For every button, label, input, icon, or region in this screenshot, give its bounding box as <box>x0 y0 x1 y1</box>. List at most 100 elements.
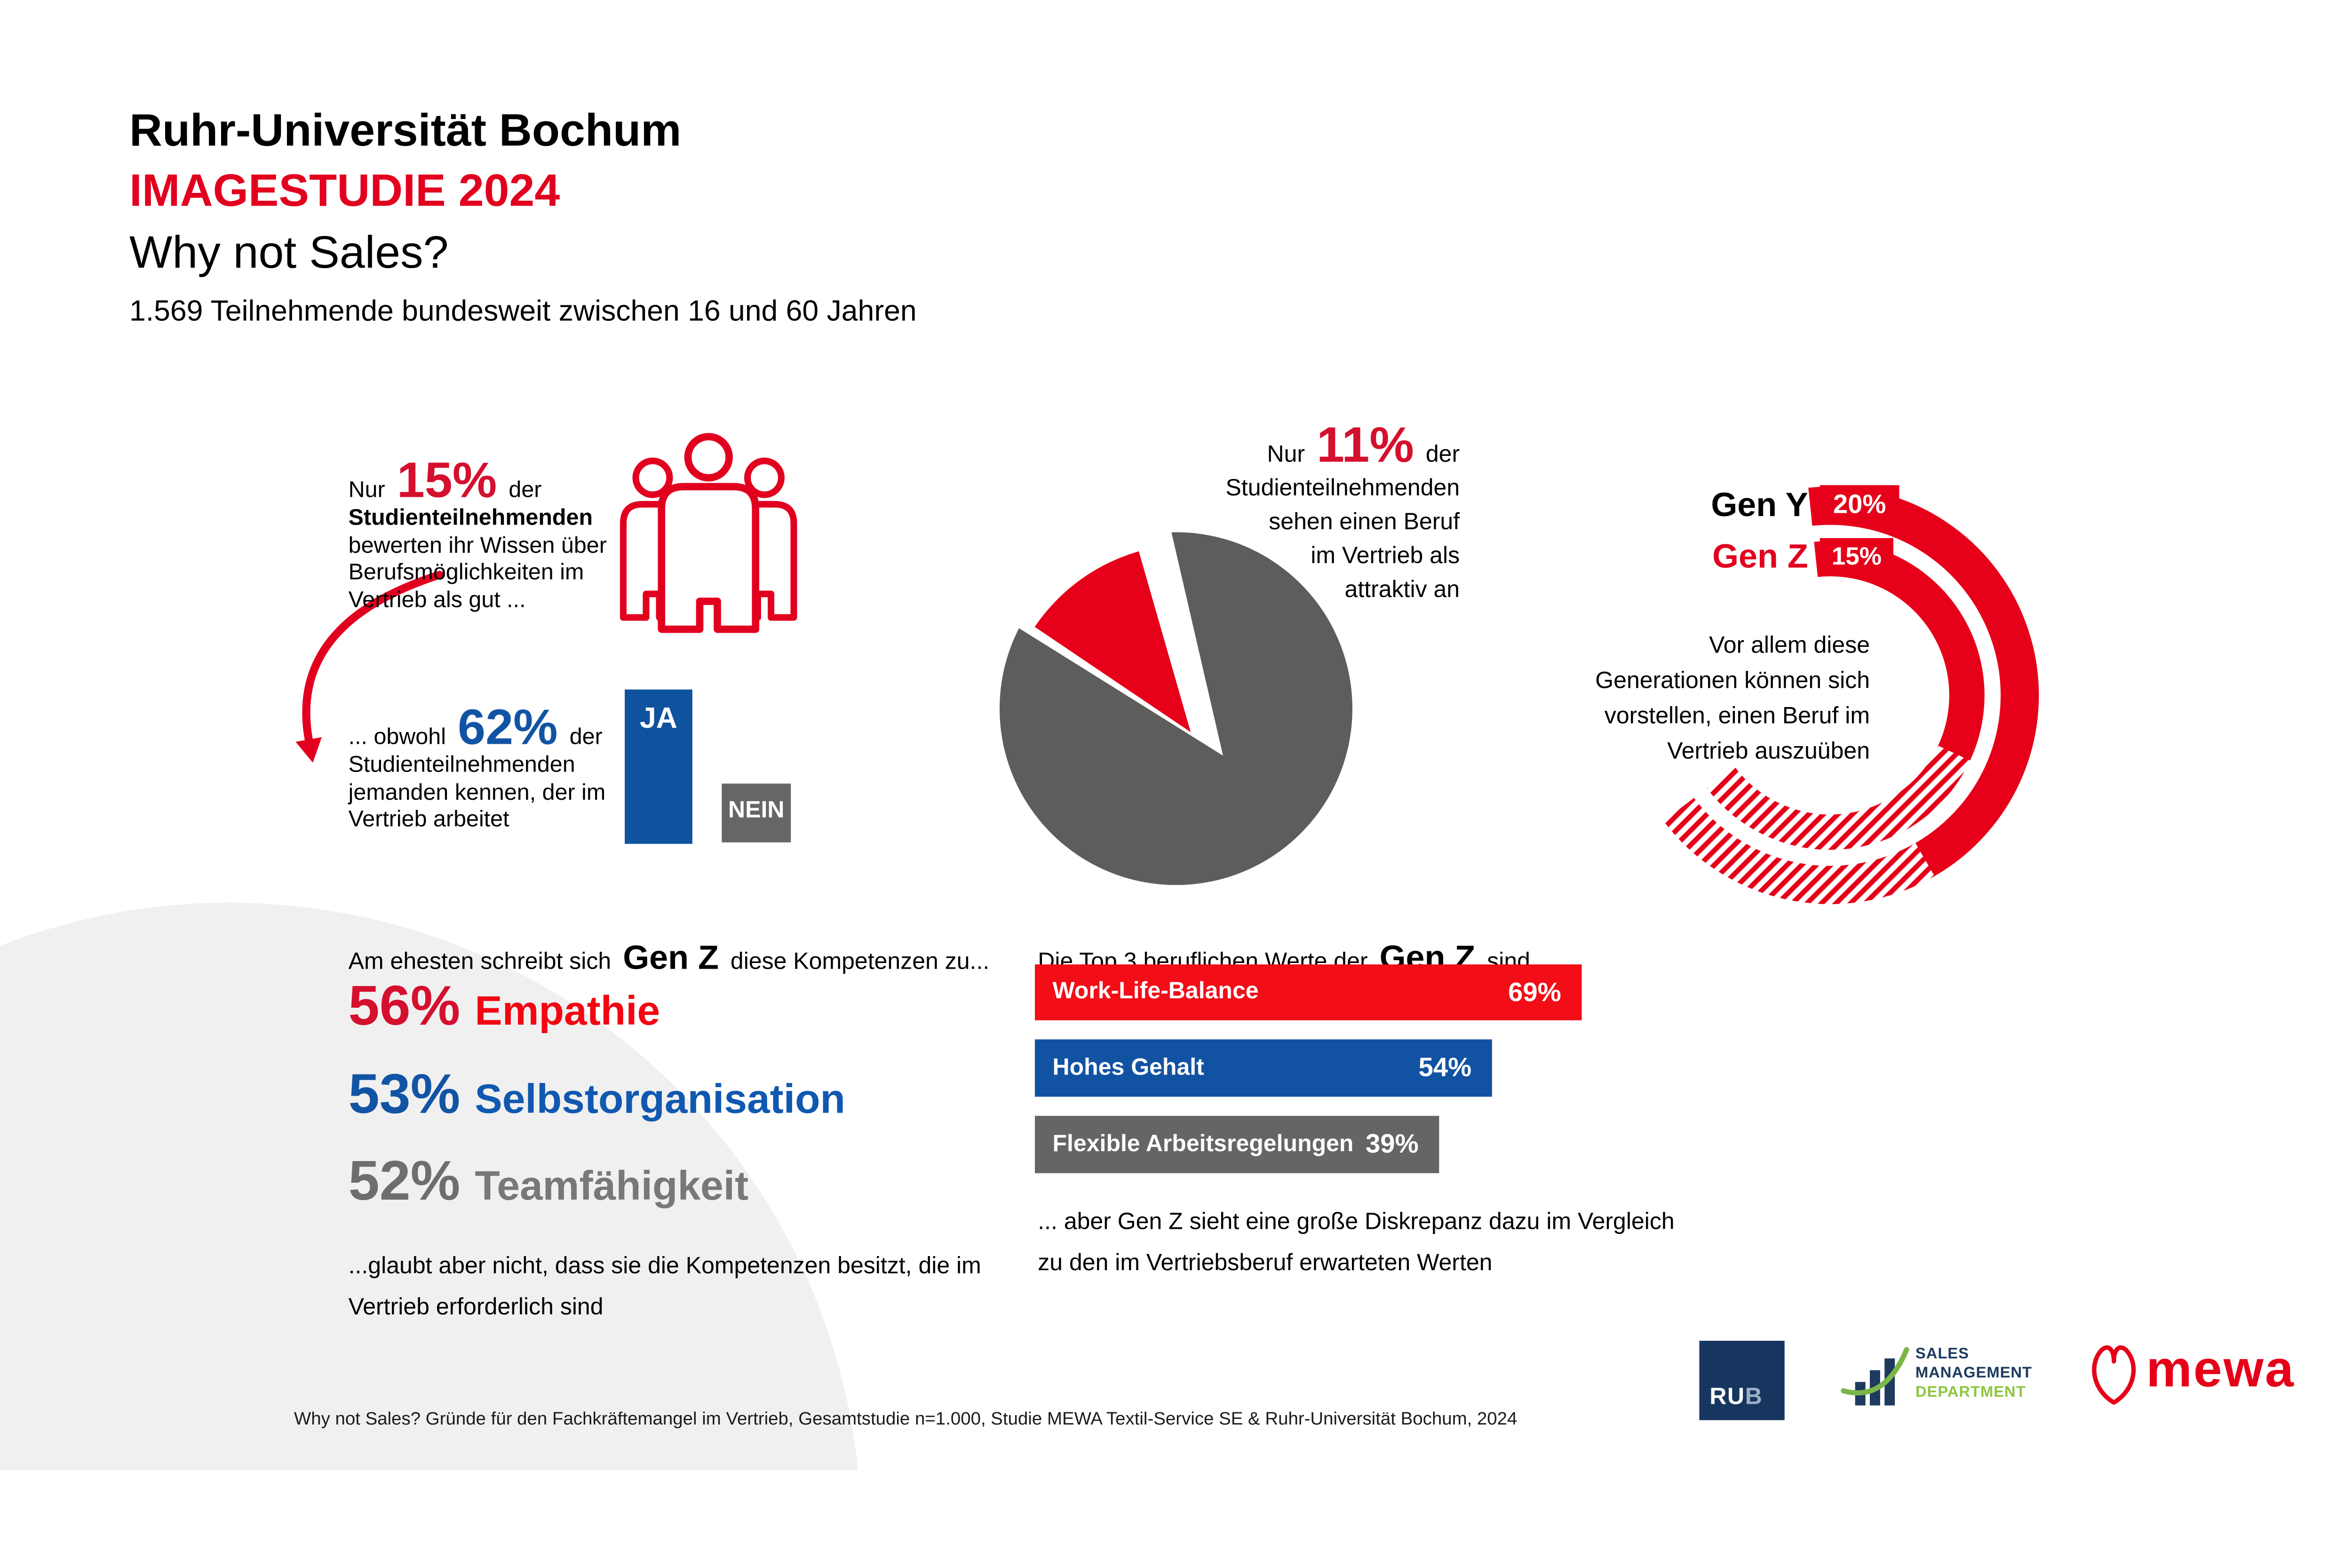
competencies-heading-genz: Gen Z <box>623 938 719 976</box>
source-caption: Why not Sales? Gründe für den Fachkräfte… <box>294 1408 1518 1429</box>
competencies-note-line: ...glaubt aber nicht, dass sie die Kompe… <box>348 1254 981 1279</box>
stat-attractive-line: sehen einen Beruf <box>1269 510 1460 535</box>
smd-logo-line-management: MANAGEMENT <box>1915 1364 2033 1382</box>
work-values-note-line: ... aber Gen Z sieht eine große Diskrepa… <box>1038 1210 1675 1235</box>
bar-ja-label: JA <box>640 702 677 735</box>
smd-bar-1 <box>1855 1382 1866 1406</box>
competency-row-empathie: 56% Empathie <box>349 976 660 1039</box>
smd-bar-2 <box>1870 1370 1880 1406</box>
competency-value: 52% <box>348 1151 461 1213</box>
person-left-head <box>632 457 673 498</box>
generations-note: Vor allem diese Generationen können sich… <box>1529 629 1870 771</box>
bar-nein: NEIN <box>722 783 791 843</box>
stat-contact-value: 62% <box>457 700 558 756</box>
person-left-icon <box>620 457 686 621</box>
smd-logo-line-sales: SALES <box>1915 1345 1969 1363</box>
study-title: IMAGESTUDIE 2024 <box>129 165 560 216</box>
stat-contact-pre: ... obwohl <box>348 724 446 750</box>
competencies-note: ...glaubt aber nicht, dass sie die Kompe… <box>349 1247 981 1329</box>
stat-contact-line: Studienteilnehmenden <box>348 753 575 778</box>
work-values-note-line: zu den im Vertriebsberuf erwarteten Wert… <box>1038 1251 1493 1276</box>
stat-knowledge-line: Vertrieb als gut ... <box>348 587 526 613</box>
competency-value: 53% <box>348 1064 461 1126</box>
competencies-heading-post: diese Kompetenzen zu... <box>730 949 990 975</box>
stat-attractive-headline: Nur 11% der <box>1117 421 1460 472</box>
value-bar-value: 54% <box>1418 1052 1472 1082</box>
people-group-icon <box>620 433 797 633</box>
competency-row-selbstorganisation: 53% Selbstorganisation <box>349 1065 845 1128</box>
person-center-body <box>658 483 760 633</box>
stat-contact-line: Vertrieb arbeitet <box>348 807 509 832</box>
rub-logo-text: RUB <box>1709 1385 1763 1411</box>
smd-swoosh <box>1841 1347 1909 1396</box>
stat-attractive-block: Nur 11% der Studienteilnehmenden sehen e… <box>1117 421 1460 607</box>
generations-note-line: vorstellen, einen Beruf im <box>1604 704 1870 729</box>
curved-arrow-head <box>295 737 322 763</box>
value-bar-value: 39% <box>1366 1129 1419 1159</box>
value-bar-hohes-gehalt: Hohes Gehalt 54% <box>1035 1039 1492 1097</box>
value-bar-label: Hohes Gehalt <box>1052 1055 1204 1080</box>
gen-y-label: Gen Y <box>1711 485 1808 524</box>
generations-note-line: Generationen können sich <box>1595 669 1870 694</box>
stat-contact-post: der <box>569 724 603 750</box>
competencies-heading: Am ehesten schreibt sich Gen Z diese Kom… <box>349 938 990 978</box>
competency-value: 56% <box>348 976 461 1038</box>
rub-logo-b: B <box>1745 1385 1763 1410</box>
generations-note-line: Vor allem diese <box>1709 633 1870 659</box>
stat-knowledge-headline: Nur 15% der <box>349 456 628 506</box>
rub-logo: RUB <box>1699 1341 1785 1420</box>
competencies-heading-pre: Am ehesten schreibt sich <box>348 949 612 975</box>
stat-knowledge-value: 15% <box>397 453 497 509</box>
competency-label: Teamfähigkeit <box>475 1162 749 1209</box>
smd-logo-icon <box>1841 1347 1909 1406</box>
stat-knowledge-bold-line: Studienteilnehmenden <box>348 506 593 531</box>
work-values-note: ... aber Gen Z sieht eine große Diskrepa… <box>1038 1202 1674 1285</box>
gen-z-value-chip: 15% <box>1820 538 1893 575</box>
stat-attractive-line: attraktiv an <box>1344 578 1460 603</box>
stat-contact-block: ... obwohl 62% der Studienteilnehmenden … <box>349 703 628 835</box>
mewa-tulip-icon <box>2092 1345 2136 1405</box>
smd-logo-text: SALES MANAGEMENT DEPARTMENT <box>1915 1345 2032 1402</box>
study-subtitle: 1.569 Teilnehmende bundesweit zwischen 1… <box>129 295 917 328</box>
infographic-canvas: Ruhr-Universität Bochum IMAGESTUDIE 2024… <box>0 104 2296 1470</box>
stat-knowledge-block: Nur 15% der Studienteilnehmenden bewerte… <box>349 456 628 615</box>
gen-y-arc-hatched <box>1663 797 1935 904</box>
page: Ruhr-Universität Bochum IMAGESTUDIE 2024… <box>0 104 2296 1470</box>
person-center-icon <box>658 433 760 633</box>
gen-y-value-chip: 20% <box>1820 485 1899 525</box>
stat-attractive-line: Studienteilnehmenden <box>1225 476 1460 501</box>
page-title: Ruhr-Universität Bochum <box>129 104 682 156</box>
stat-knowledge-pre: Nur <box>348 478 385 503</box>
person-center-head <box>684 433 733 482</box>
competency-row-teamfaehigkeit: 52% Teamfähigkeit <box>349 1151 749 1214</box>
competency-label: Selbstorganisation <box>475 1076 846 1122</box>
value-bar-label: Work-Life-Balance <box>1052 979 1259 1004</box>
competency-label: Empathie <box>475 988 660 1034</box>
stat-attractive-line: im Vertrieb als <box>1311 544 1460 569</box>
competencies-note-line: Vertrieb erforderlich sind <box>348 1295 604 1321</box>
smd-logo-line-department: DEPARTMENT <box>1915 1383 2026 1401</box>
bar-ja: JA <box>625 689 692 844</box>
stat-attractive-post: der <box>1425 442 1460 468</box>
value-bar-value: 69% <box>1508 977 1561 1007</box>
person-right-body <box>731 501 797 621</box>
value-bar-flexible-arbeitsregelungen: Flexible Arbeitsregelungen 39% <box>1035 1115 1439 1173</box>
stat-knowledge-line: bewerten ihr Wissen über <box>348 533 607 558</box>
generations-note-line: Vertrieb auszuüben <box>1667 739 1870 764</box>
study-question: Why not Sales? <box>129 226 449 278</box>
smd-bar-3 <box>1884 1358 1895 1406</box>
stat-contact-line: jemanden kennen, der im <box>348 780 606 805</box>
person-right-icon <box>731 457 797 621</box>
person-right-head <box>744 457 785 498</box>
value-bar-work-life-balance: Work-Life-Balance 69% <box>1035 964 1582 1020</box>
bar-nein-label: NEIN <box>728 798 785 823</box>
mewa-logo-wordmark: mewa <box>2146 1341 2296 1398</box>
mewa-tulip-outline <box>2092 1345 2136 1405</box>
person-left-body <box>620 501 686 621</box>
rub-logo-ru: RU <box>1709 1385 1745 1410</box>
stat-knowledge-post: der <box>509 478 542 503</box>
stat-contact-headline: ... obwohl 62% der <box>349 703 628 753</box>
value-bar-label: Flexible Arbeitsregelungen <box>1052 1131 1354 1156</box>
gen-z-label: Gen Z <box>1712 536 1808 575</box>
stat-attractive-pre: Nur <box>1267 442 1305 468</box>
